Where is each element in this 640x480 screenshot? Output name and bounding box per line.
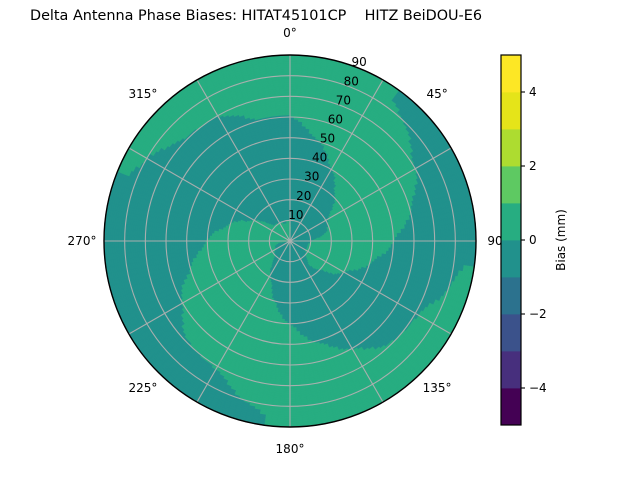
page-title: Delta Antenna Phase Biases: HITAT45101CP…: [29, 8, 483, 24]
